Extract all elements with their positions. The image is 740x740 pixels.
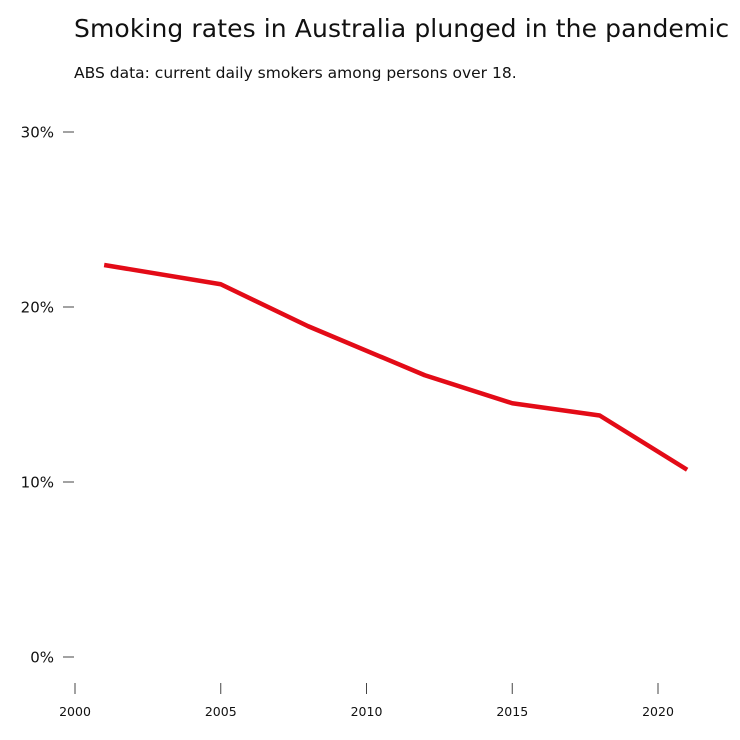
chart-title: Smoking rates in Australia plunged in th… — [74, 14, 730, 43]
y-tick-label: 20% — [21, 299, 54, 317]
series-line — [103, 262, 689, 472]
x-tick-label: 2005 — [205, 704, 237, 719]
y-tick-label: 0% — [30, 649, 54, 667]
y-axis: 0% 10% 20% 30% — [21, 124, 74, 667]
x-tick-label: 2015 — [496, 704, 528, 719]
x-tick-label: 2020 — [642, 704, 674, 719]
chart-subtitle: ABS data: current daily smokers among pe… — [74, 64, 517, 82]
y-tick-label: 10% — [21, 474, 54, 492]
y-tick-label: 30% — [21, 124, 54, 142]
x-tick-label: 2000 — [59, 704, 91, 719]
x-tick-label: 2010 — [351, 704, 383, 719]
x-axis: 2000 2005 2010 2015 2020 — [59, 683, 674, 719]
series-layer — [103, 262, 689, 472]
